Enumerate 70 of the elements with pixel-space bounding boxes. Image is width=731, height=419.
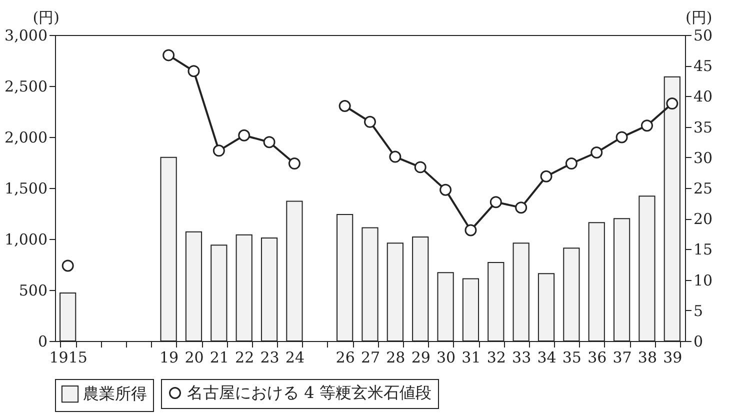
y-axis-title: (円): [32, 8, 60, 26]
x-tick-label: 39: [663, 348, 682, 366]
point: [565, 158, 578, 170]
bar: [336, 214, 354, 342]
bar: [185, 231, 202, 342]
x-tick-label: 23: [260, 348, 280, 366]
y-tick-label: 2,000: [4, 128, 48, 146]
bar: [613, 218, 630, 342]
point: [364, 116, 376, 128]
x-tick-label: 19: [160, 348, 179, 366]
bar: [488, 262, 504, 342]
point: [666, 98, 678, 110]
y2-tick-label: 50: [694, 26, 713, 44]
y2-tick-label: 40: [694, 88, 713, 106]
point: [540, 170, 552, 182]
point: [263, 136, 276, 148]
legend-label: 名古屋における 4 等粳玄米石値段: [187, 383, 432, 402]
x-tick-label: 24: [285, 348, 305, 366]
y2-tick-label: 15: [694, 240, 713, 259]
y-tick-label: 2,500: [4, 78, 48, 96]
x-tick-label: 33: [512, 348, 532, 366]
x-tick-label: 38: [638, 348, 658, 366]
x-tick-label: 28: [386, 348, 406, 366]
y2-tick-label: 0: [694, 332, 704, 350]
y-tick-label: 3,000: [4, 26, 48, 44]
point: [288, 158, 300, 170]
bar: [462, 278, 480, 342]
x-tick-label: 27: [360, 348, 380, 366]
x-tick-label: 1915: [49, 348, 88, 366]
x-tick-label: 36: [588, 348, 607, 366]
y2-tick-label: 25: [694, 180, 713, 198]
bar: [210, 244, 228, 342]
x-tick-label: 21: [210, 348, 229, 366]
point: [212, 144, 225, 157]
y2-tick-label: 45: [694, 57, 713, 76]
point: [616, 131, 628, 144]
point: [440, 184, 452, 196]
y-tick-label: 500: [18, 282, 48, 300]
point: [414, 161, 426, 174]
x-tick-label: 30: [436, 348, 456, 366]
point: [188, 65, 200, 78]
point: [640, 120, 653, 132]
y2-axis-title: (円): [686, 8, 712, 26]
point: [162, 49, 175, 62]
x-tick-label: 31: [462, 348, 481, 366]
point: [515, 202, 528, 214]
y2-tick-label: 30: [694, 148, 713, 167]
y-tick-label: 0: [38, 332, 48, 350]
point: [62, 260, 74, 272]
x-tick-label: 34: [537, 348, 556, 366]
x-tick-label: 35: [562, 348, 582, 366]
point: [338, 100, 351, 112]
y2-tick-label: 20: [694, 210, 713, 228]
y2-tick-label: 10: [694, 271, 713, 290]
x-tick-label: 32: [486, 348, 506, 366]
x-tick-label: 37: [612, 348, 632, 366]
point: [490, 196, 502, 208]
y2-tick-label: 5: [694, 302, 704, 320]
point: [590, 146, 603, 158]
legend-label: 農業所得: [83, 384, 147, 403]
y-tick-label: 1,500: [4, 180, 48, 198]
x-tick-label: 20: [184, 348, 204, 366]
point: [238, 129, 250, 142]
x-tick-label: 29: [411, 348, 430, 366]
y2-tick-label: 35: [694, 118, 713, 136]
y-tick-label: 1,000: [4, 230, 48, 248]
x-tick-label: 26: [336, 348, 355, 366]
x-tick-label: 22: [235, 348, 254, 366]
point: [389, 150, 402, 163]
point: [464, 224, 477, 236]
